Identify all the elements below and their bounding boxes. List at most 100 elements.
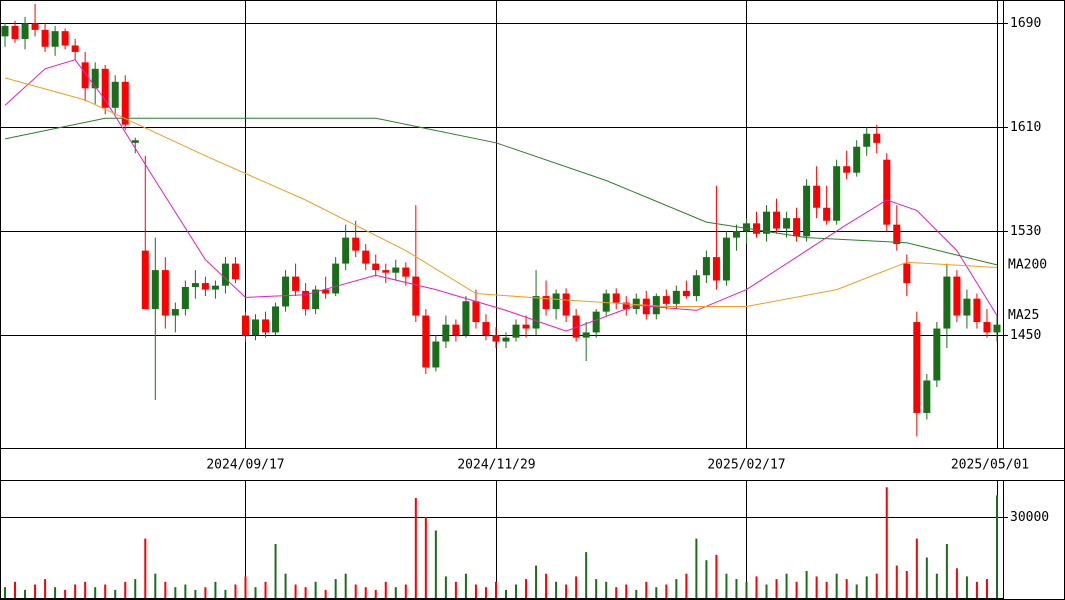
volume-bar [384,581,387,598]
candle-body [61,31,69,46]
candle-body [422,315,430,368]
candle-body [41,29,49,47]
candle-body [332,263,340,294]
candle-body [783,218,791,229]
volume-bar [54,587,57,598]
volume-bar [444,576,447,598]
volume-bar [314,581,317,598]
volume-bar [545,573,548,598]
volume-bar [154,573,157,598]
candle-body [462,301,470,336]
candle-body [803,185,811,237]
candle-body [823,207,831,221]
y-tick-label: 1450 [1010,328,1041,343]
candle-body [993,324,1001,333]
candle-body [362,250,370,264]
candle-body [151,270,159,310]
volume-bar [84,581,87,598]
volume-bar [775,579,778,598]
volume-bar [454,581,457,598]
volume-bar [965,576,968,598]
volume-bar [184,584,187,598]
volume-bar [114,589,117,598]
candle-body [582,332,590,338]
candle-body [171,309,179,316]
volume-bar [995,495,998,598]
volume-bar [464,573,467,598]
volume-bar [505,589,507,598]
candle-body [853,146,861,173]
candle-body [883,159,891,225]
candle-body [923,380,931,413]
volume-bar [414,498,417,598]
candle-body [592,311,600,333]
candle-body [211,285,219,290]
volume-bar [685,573,688,598]
volume-bar [34,584,37,598]
volume-bar [635,589,638,598]
volume-bar [875,573,878,598]
volume-bar [254,587,257,598]
candle-body [392,267,400,273]
candle-body [322,289,330,294]
candle-body [131,140,139,143]
candle-body [372,263,380,271]
volume-bar [144,538,147,598]
volume-bar [194,589,197,598]
volume-bar [915,538,918,598]
volume-bar [935,573,938,598]
volume-bar [164,581,167,598]
x-tick-label: 2025/02/17 [707,458,785,473]
volume-bar [94,587,97,598]
volume-bar [565,584,568,598]
candle-body [953,276,961,316]
candle-body [282,276,290,307]
volume-bar [334,579,337,598]
candle-body [833,166,841,221]
volume-bar [675,579,678,598]
volume-bar [394,587,397,598]
candle-body [472,301,480,323]
candle-body [302,290,310,310]
candle-body [512,324,520,338]
candle-body [141,250,149,310]
candle-body [572,315,580,338]
line-label: MA25 [1008,308,1039,323]
volume-bar [695,538,698,598]
volume-bar [895,565,898,598]
candle-body [432,341,440,368]
volume-bar [244,576,247,598]
volume-bar [174,587,177,598]
volume-bar [224,589,227,598]
volume-bar [264,581,267,598]
candle-body [502,337,510,342]
candle-body [482,322,490,336]
candle-body [91,68,99,89]
volume-bar [975,581,978,598]
candle-body [763,211,771,234]
volume-bar [855,584,858,598]
volume-bar [44,579,47,598]
candle-body [983,322,991,333]
candle-body [552,293,560,310]
volume-bar [655,587,658,598]
y-tick-label: 1690 [1010,16,1041,31]
volume-bar [474,584,477,598]
y-tick-label: 1610 [1010,120,1041,135]
volume-bar [805,570,808,598]
volume-bar [484,587,487,598]
line-label: MA200 [1008,257,1047,272]
candle-body [101,68,109,108]
moving-average [4,77,998,307]
moving-average [4,59,998,332]
candle-body [352,237,360,251]
volume-bar [364,587,367,598]
candle-body [682,290,690,297]
candle-body [943,276,951,329]
candle-body [712,257,720,281]
candle-body [221,263,229,286]
candle-body [1,25,9,37]
candle-body [71,45,79,52]
candle-body [121,81,129,125]
